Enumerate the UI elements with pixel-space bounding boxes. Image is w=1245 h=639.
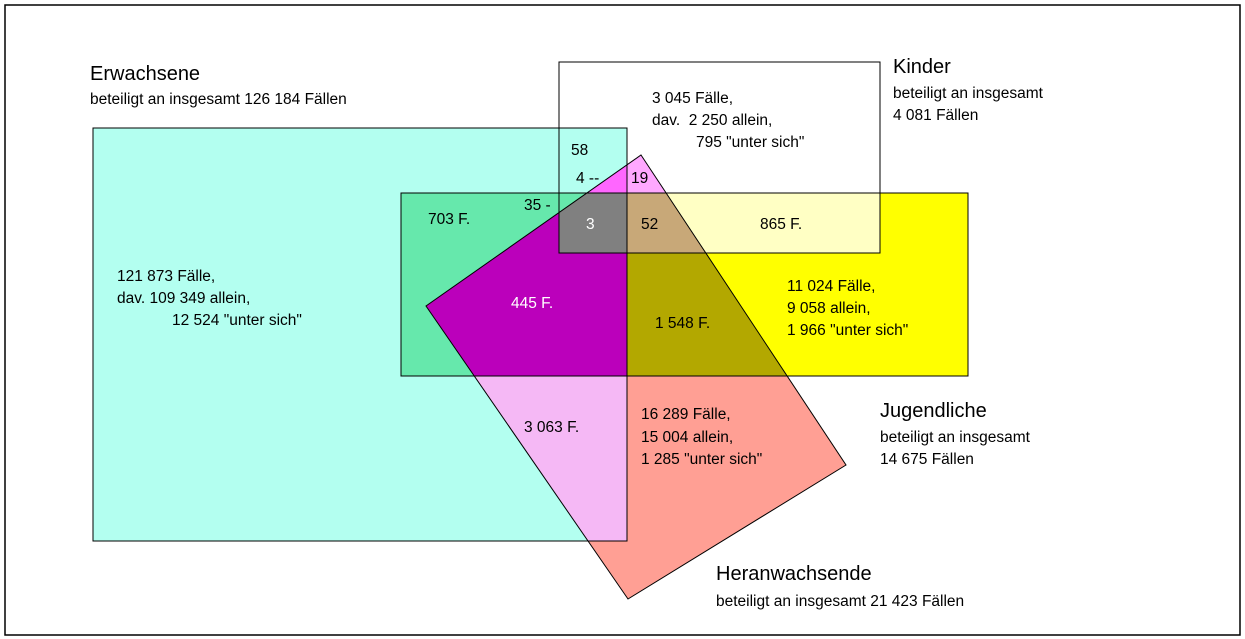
set-description: 14 675 Fällen [880, 451, 974, 468]
venn-outlines [92, 61, 969, 600]
region-label: 1 548 F. [655, 315, 710, 332]
set-description: beteiligt an insgesamt 21 423 Fällen [716, 593, 964, 610]
set-description: beteiligt an insgesamt [893, 85, 1044, 102]
region-label: 16 289 Fälle, [641, 406, 731, 423]
set-description: beteiligt an insgesamt [880, 429, 1031, 446]
region-label: 3 [586, 216, 595, 233]
set-name: Erwachsene [90, 63, 200, 85]
region-label: 795 "unter sich" [696, 134, 804, 151]
region-label: 52 [641, 216, 658, 233]
region-label: 121 873 Fälle, [117, 268, 215, 285]
region-label: dav. 109 349 allein, [117, 290, 250, 307]
set-description: 4 081 Fällen [893, 107, 978, 124]
region-label: 58 [571, 142, 588, 159]
region-label: 1 285 "unter sich" [641, 451, 762, 468]
region-label: 865 F. [760, 216, 802, 233]
region-label: 703 F. [428, 211, 470, 228]
venn-regions [93, 128, 968, 599]
region-label: 3 063 F. [524, 419, 579, 436]
region-label: 35 - [524, 197, 551, 214]
set-name: Kinder [893, 56, 951, 78]
region-label: 12 524 "unter sich" [172, 312, 302, 329]
region-label: 3 045 Fälle, [652, 90, 733, 107]
region-label: 1 966 "unter sich" [787, 322, 908, 339]
region-label: 4 -- [576, 170, 599, 187]
region-label: 15 004 allein, [641, 429, 733, 446]
region-label: 19 [631, 170, 648, 187]
set-description: beteiligt an insgesamt 126 184 Fällen [90, 91, 347, 108]
region-label: 11 024 Fälle, [787, 278, 875, 295]
region-label: 9 058 allein, [787, 300, 871, 317]
region-label: 445 F. [511, 295, 553, 312]
set-name: Jugendliche [880, 400, 987, 422]
set-name: Heranwachsende [716, 563, 872, 585]
region-label: dav. 2 250 allein, [652, 112, 772, 129]
